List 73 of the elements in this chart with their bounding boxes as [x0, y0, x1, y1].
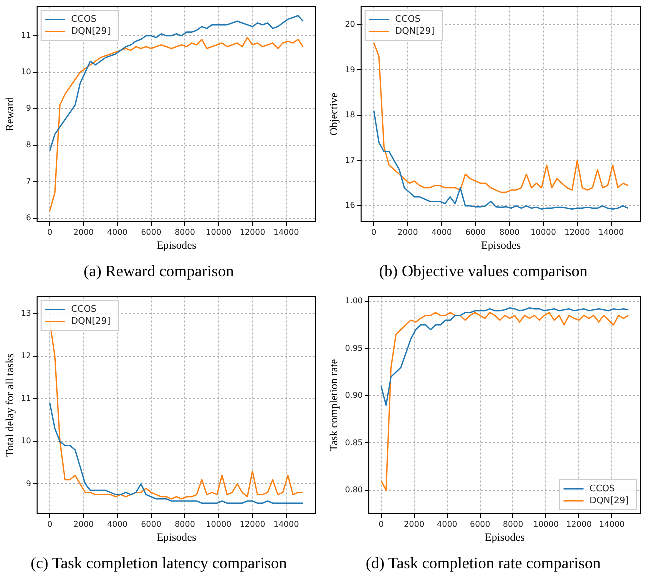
legend-label: DQN[29]	[71, 317, 111, 328]
x-axis-title: Episodes	[485, 532, 525, 544]
x-tick-label: 12000	[240, 228, 266, 237]
x-tick-label: 12000	[564, 228, 590, 237]
x-tick-label: 10000	[206, 520, 232, 529]
x-tick-label: 0	[372, 228, 377, 237]
x-tick-label: 8000	[503, 520, 524, 529]
x-tick-label: 10000	[206, 228, 232, 237]
x-tick-label: 8000	[499, 228, 520, 237]
x-tick-label: 8000	[174, 520, 196, 529]
y-tick-label: 16	[345, 201, 356, 210]
text: (b) Objective values comparison	[379, 264, 588, 281]
x-tick-label: 12000	[566, 520, 592, 529]
x-tick-label: 2000	[404, 520, 425, 529]
x-tick-label: 6000	[470, 520, 490, 529]
x-tick-label: 14000	[274, 520, 300, 529]
y-tick-label: 9	[26, 104, 32, 114]
y-tick-label: 11	[21, 31, 32, 40]
y-tick-label: 17	[345, 156, 356, 165]
y-axis-title: Total delay for all tasks	[4, 354, 16, 457]
x-tick-label: 8000	[174, 228, 196, 237]
x-tick-label: 4000	[107, 228, 128, 237]
y-tick-label: 20	[345, 20, 356, 29]
x-tick-label: 2000	[74, 520, 94, 529]
x-tick-label: 0	[47, 228, 53, 237]
y-tick-label: 13	[21, 308, 32, 318]
x-tick-label: 0	[378, 520, 384, 529]
text: (a) Reward comparison	[84, 264, 234, 281]
legend-label: DQN[29]	[71, 27, 111, 38]
text: (d) Task completion rate comparison	[366, 556, 601, 573]
y-tick-label: 1.00	[345, 296, 364, 306]
legend-label: DQN[29]	[590, 496, 630, 506]
y-tick-label: 8	[26, 140, 32, 150]
y-tick-label: 7	[26, 176, 32, 186]
y-tick-label: 10	[21, 436, 32, 446]
x-tick-label: 0	[47, 520, 53, 529]
x-tick-label: 14000	[598, 228, 624, 237]
y-axis-title: Objective	[328, 92, 340, 136]
y-tick-label: 0.85	[345, 438, 364, 448]
x-axis-title: Episodes	[156, 532, 197, 544]
legend-label: CCOS	[71, 15, 98, 26]
x-tick-label: 4000	[437, 520, 458, 529]
x-tick-label: 6000	[466, 228, 486, 237]
legend-label: CCOS	[590, 484, 616, 494]
x-tick-label: 10000	[533, 520, 559, 529]
x-tick-label: 6000	[141, 520, 162, 529]
y-tick-label: 0.95	[345, 344, 364, 353]
y-axis-title: Task completion rate	[328, 359, 340, 452]
y-tick-label: 12	[21, 352, 32, 360]
x-axis-title: Episodes	[481, 240, 522, 252]
x-tick-label: 2000	[398, 228, 418, 237]
y-tick-label: 6	[26, 213, 32, 222]
y-axis-title: Reward	[4, 96, 16, 132]
x-tick-label: 14000	[599, 520, 625, 529]
x-tick-label: 12000	[240, 520, 266, 529]
y-tick-label: 10	[21, 68, 32, 77]
y-tick-label: 9	[26, 479, 32, 488]
x-tick-label: 14000	[274, 228, 300, 237]
legend-label: DQN[29]	[395, 27, 435, 38]
text: (c) Task completion latency comparison	[30, 556, 288, 573]
x-tick-label: 6000	[141, 228, 162, 237]
y-tick-label: 11	[21, 394, 32, 404]
legend-label: CCOS	[71, 305, 98, 316]
y-tick-label: 0.90	[345, 391, 364, 400]
x-tick-label: 2000	[74, 228, 94, 237]
x-tick-label: 4000	[107, 520, 128, 529]
x-tick-label: 10000	[530, 228, 556, 237]
legend-label: CCOS	[395, 15, 422, 26]
x-tick-label: 4000	[432, 228, 452, 237]
x-axis-title: Episodes	[156, 240, 197, 252]
y-tick-label: 19	[345, 65, 356, 74]
y-tick-label: 0.80	[345, 485, 364, 494]
y-tick-label: 18	[345, 110, 356, 120]
